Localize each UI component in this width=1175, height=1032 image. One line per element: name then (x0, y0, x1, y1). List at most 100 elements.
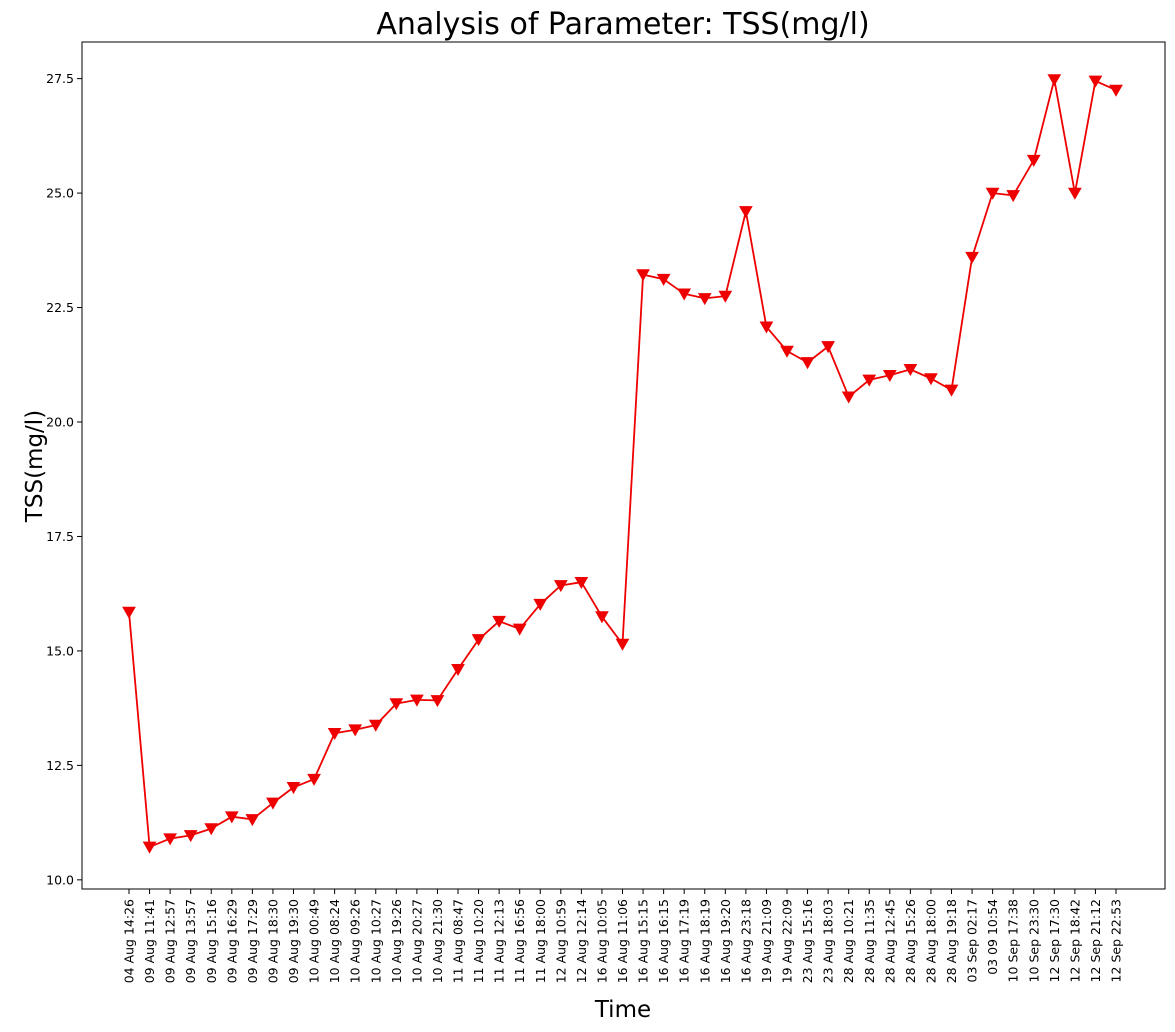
y-tick-label: 20.0 (46, 415, 74, 430)
y-axis-label: TSS(mg/l) (22, 410, 48, 523)
data-point (965, 251, 979, 264)
data-point (574, 576, 589, 589)
x-tick-label: 16 Aug 11:06 (615, 899, 630, 983)
data-point (985, 187, 1000, 200)
data-point (142, 841, 157, 854)
x-tick-label: 12 Aug 12:14 (574, 899, 589, 983)
data-point (1088, 75, 1103, 88)
x-tick-label: 28 Aug 11:35 (862, 899, 877, 983)
data-point (739, 206, 753, 219)
data-point (348, 724, 363, 737)
series-tss (122, 74, 1123, 854)
x-tick-label: 12 Sep 17:30 (1047, 899, 1062, 982)
data-point (430, 695, 445, 708)
x-tick-label: 11 Aug 10:20 (471, 899, 486, 983)
data-point (389, 698, 404, 711)
y-tick-label: 22.5 (46, 300, 74, 315)
data-point (944, 384, 959, 397)
data-point (286, 782, 301, 795)
chart-title: Analysis of Parameter: TSS(mg/l) (376, 7, 869, 42)
data-point (1026, 154, 1041, 167)
x-tick-label: 19 Aug 21:09 (759, 899, 774, 983)
x-axis-label: Time (594, 997, 651, 1023)
x-tick-label: 09 Aug 15:16 (204, 899, 219, 983)
data-point (1047, 74, 1062, 87)
data-point (656, 273, 671, 286)
plot-frame (81, 41, 1166, 890)
x-tick-label: 10 Aug 21:30 (430, 899, 445, 983)
x-tick-label: 19 Aug 22:09 (780, 899, 795, 983)
x-tick-label: 09 Aug 11:41 (142, 899, 157, 983)
x-tick-label: 09 Aug 16:29 (224, 899, 239, 983)
data-point (780, 345, 794, 358)
data-point (224, 811, 239, 824)
x-tick-label: 11 Aug 12:13 (492, 899, 507, 983)
x-tick-label: 28 Aug 18:00 (923, 899, 938, 983)
x-tick-label: 09 Aug 13:57 (183, 899, 198, 983)
x-axis: 04 Aug 14:26 09 Aug 11:41 09 Aug 12:57 09 A… (122, 889, 1124, 983)
x-tick-label: 10 Aug 19:26 (389, 899, 404, 983)
x-tick-label: 09 Aug 12:57 (163, 899, 178, 983)
data-point (759, 321, 774, 334)
y-axis: 10.0 12.5 15.0 17.5 20.0 22.5 25.0 27.5 (46, 71, 82, 887)
x-tick-label: 16 Aug 15:15 (636, 899, 651, 983)
data-point (122, 606, 136, 619)
y-tick-label: 12.5 (46, 758, 74, 773)
data-point (368, 719, 383, 732)
x-tick-label: 16 Aug 18:19 (697, 899, 712, 983)
x-tick-label: 16 Aug 16:15 (656, 899, 671, 983)
x-tick-label: 10 Aug 10:27 (368, 899, 383, 983)
x-tick-label: 10 Aug 20:27 (409, 899, 424, 983)
x-tick-label: 28 Aug 10:21 (841, 899, 856, 983)
data-point (451, 663, 465, 676)
x-tick-label: 03 09 10:54 (985, 899, 1000, 975)
x-tick-label: 28 Aug 12:45 (882, 899, 897, 983)
x-tick-label: 16 Aug 19:20 (718, 899, 733, 983)
x-tick-label: 10 Sep 23:30 (1026, 899, 1041, 982)
x-tick-label: 10 Aug 09:26 (348, 899, 363, 983)
x-tick-label: 16 Aug 17:19 (677, 899, 692, 983)
x-tick-label: 04 Aug 14:26 (122, 899, 137, 983)
data-point (841, 391, 856, 404)
x-tick-label: 09 Aug 18:30 (265, 899, 280, 983)
data-point (821, 341, 835, 354)
data-point (697, 293, 712, 306)
data-point (533, 598, 548, 611)
x-tick-label: 11 Aug 16:56 (512, 899, 527, 983)
data-point (471, 634, 486, 647)
y-tick-label: 17.5 (46, 529, 74, 544)
data-point (245, 814, 260, 827)
data-point (553, 580, 568, 593)
data-point (677, 288, 692, 301)
plot-area: 10.0 12.5 15.0 17.5 20.0 22.5 25.0 27.5 04 Aug … (46, 41, 1166, 983)
data-point (718, 290, 733, 303)
x-tick-label: 10 Aug 00:49 (307, 899, 322, 983)
data-point (595, 611, 609, 624)
x-tick-label: 28 Aug 19:18 (944, 899, 959, 983)
y-tick-label: 27.5 (46, 71, 74, 86)
data-point (636, 269, 650, 282)
x-tick-label: 23 Aug 15:16 (800, 899, 815, 983)
y-tick-label: 25.0 (46, 186, 74, 201)
data-point (163, 833, 177, 846)
x-tick-label: 09 Aug 19:30 (286, 899, 301, 983)
data-point (410, 694, 424, 707)
x-tick-label: 10 Sep 17:38 (1006, 899, 1021, 982)
data-point (266, 797, 280, 810)
x-tick-label: 03 Sep 02:17 (965, 899, 980, 982)
data-point (492, 615, 506, 628)
data-point (615, 638, 630, 651)
x-tick-label: 12 Aug 10:59 (553, 899, 568, 983)
x-tick-label: 28 Aug 15:26 (903, 899, 918, 983)
data-point (307, 773, 321, 786)
x-tick-label: 12 Sep 22:53 (1109, 899, 1124, 982)
x-tick-label: 12 Sep 21:12 (1088, 899, 1103, 982)
data-point (1068, 187, 1082, 200)
x-tick-label: 11 Aug 08:47 (451, 899, 466, 983)
data-point (1109, 84, 1123, 97)
data-point (903, 364, 918, 377)
data-point (183, 830, 198, 843)
x-tick-label: 12 Sep 18:42 (1067, 899, 1082, 982)
